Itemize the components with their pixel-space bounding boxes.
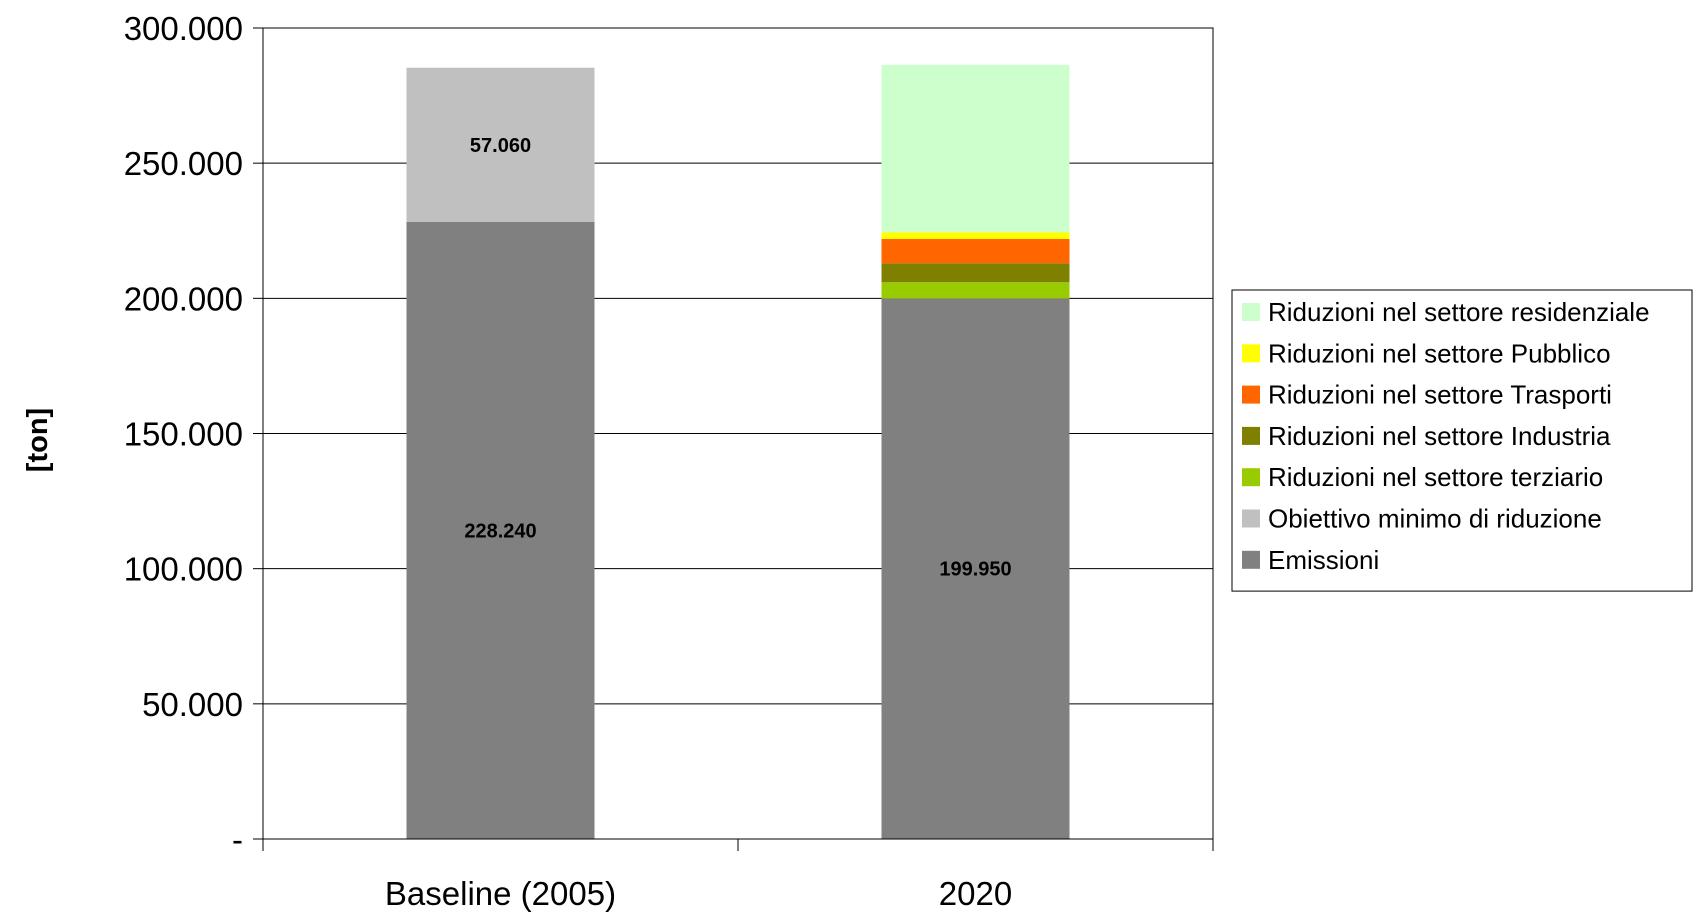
- legend-swatch: [1242, 509, 1260, 528]
- x-category-label: 2020: [939, 875, 1012, 912]
- data-labels: 228.240 57.060 199.950: [464, 135, 1011, 581]
- legend-swatch: [1242, 426, 1260, 445]
- legend-entry: Obiettivo minimo di riduzione: [1268, 504, 1602, 534]
- bars: [406, 64, 1070, 839]
- x-category-label: Baseline (2005): [385, 875, 616, 912]
- bar-segment: [881, 282, 1070, 299]
- bar-segment: [881, 64, 1070, 233]
- data-label: 199.950: [939, 559, 1011, 581]
- legend-swatch: [1242, 385, 1260, 404]
- legend-box: [1231, 289, 1693, 592]
- y-tick-label: 300.000: [124, 10, 243, 47]
- data-label: 228.240: [464, 520, 536, 542]
- bar-segment: [881, 298, 1070, 839]
- y-tick-label: 100.000: [124, 551, 243, 588]
- y-tick-label: -: [232, 821, 243, 858]
- legend-entry: Riduzioni nel settore Trasporti: [1268, 380, 1612, 410]
- y-tick-labels: - 50.000 100.000 150.000 200.000 250.000 300.0…: [124, 10, 243, 858]
- legend-swatch: [1242, 303, 1260, 321]
- bar-segment: [881, 238, 1070, 264]
- y-tick-label: 250.000: [124, 145, 243, 182]
- legend-entry: Riduzioni nel settore residenziale: [1268, 297, 1650, 327]
- y-tick-label: 200.000: [124, 280, 243, 317]
- legend-entry: Riduzioni nel settore Industria: [1268, 421, 1611, 451]
- legend-swatch: [1242, 344, 1260, 363]
- legend: Riduzioni nel settore residenziale Riduzi…: [1231, 289, 1693, 592]
- legend-entry: Emissioni: [1268, 545, 1379, 575]
- y-tick-label: 50.000: [142, 686, 243, 723]
- bar-segment: [881, 232, 1070, 239]
- data-label: 57.060: [470, 135, 531, 157]
- y-tick-label: 150.000: [124, 416, 243, 453]
- legend-swatch: [1242, 550, 1260, 569]
- axes: [253, 27, 1214, 851]
- legend-entry: Riduzioni nel settore Pubblico: [1268, 338, 1611, 368]
- bar-segment: [881, 263, 1070, 283]
- legend-swatch: [1242, 468, 1260, 487]
- bar-segment: [406, 221, 595, 839]
- bar-segment: [406, 67, 595, 222]
- x-category-labels: Baseline (2005) 2020: [385, 875, 1012, 912]
- legend-entry: Riduzioni nel settore terziario: [1268, 462, 1603, 492]
- y-axis-label: [ton]: [22, 408, 54, 472]
